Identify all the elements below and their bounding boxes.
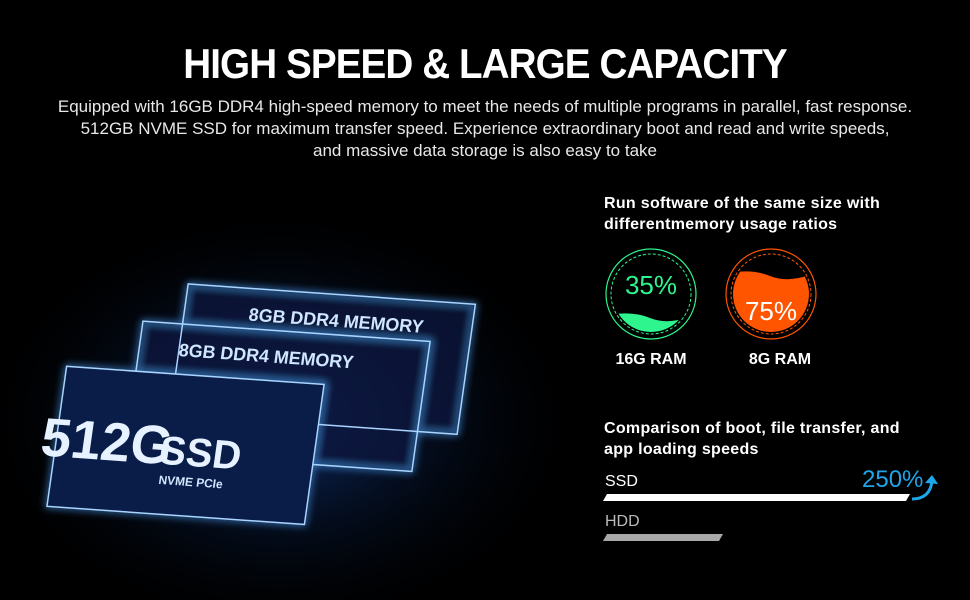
- heading-line: Comparison of boot, file transfer, and: [604, 420, 900, 437]
- ssd-sub: NVME PCIe: [158, 473, 224, 492]
- description: Equipped with 16GB DDR4 high-speed memor…: [0, 96, 970, 162]
- ssd-word: SSD: [157, 429, 245, 479]
- gauge-label: 16G RAM: [615, 351, 687, 368]
- hdd-bar: [602, 534, 724, 541]
- ssd-capacity: 512G: [37, 407, 176, 476]
- heading-line: app loading speeds: [604, 441, 759, 458]
- gauge-value: 35%: [625, 270, 677, 300]
- hdd-label: HDD: [605, 513, 640, 530]
- memory-heading: Run software of the same size with differ…: [604, 193, 880, 235]
- description-line: and massive data storage is also easy to…: [313, 141, 657, 160]
- speed-increase: 250%: [862, 466, 924, 493]
- gauge-8g: 75%: [725, 248, 817, 340]
- arrow-up-icon: [911, 475, 938, 501]
- speed-heading: Comparison of boot, file transfer, and ap…: [604, 418, 900, 460]
- gauge-label: 8G RAM: [748, 351, 812, 368]
- page-title: HIGH SPEED & LARGE CAPACITY: [183, 40, 787, 87]
- gauge-value: 75%: [745, 296, 797, 326]
- heading-line: differentmemory usage ratios: [604, 216, 838, 233]
- ssd-label: SSD: [605, 473, 638, 490]
- ssd-bar: [602, 494, 911, 501]
- heading-line: Run software of the same size with: [604, 195, 881, 212]
- description-line: Equipped with 16GB DDR4 high-speed memor…: [57, 97, 913, 116]
- memory-ssd-illustration: 8GB DDR4 MEMORY 8GB DDR4 MEMORY 512G SSD…: [0, 200, 560, 600]
- gauge-16g: 35%: [605, 248, 697, 340]
- description-line: 512GB NVME SSD for maximum transfer spee…: [80, 119, 890, 138]
